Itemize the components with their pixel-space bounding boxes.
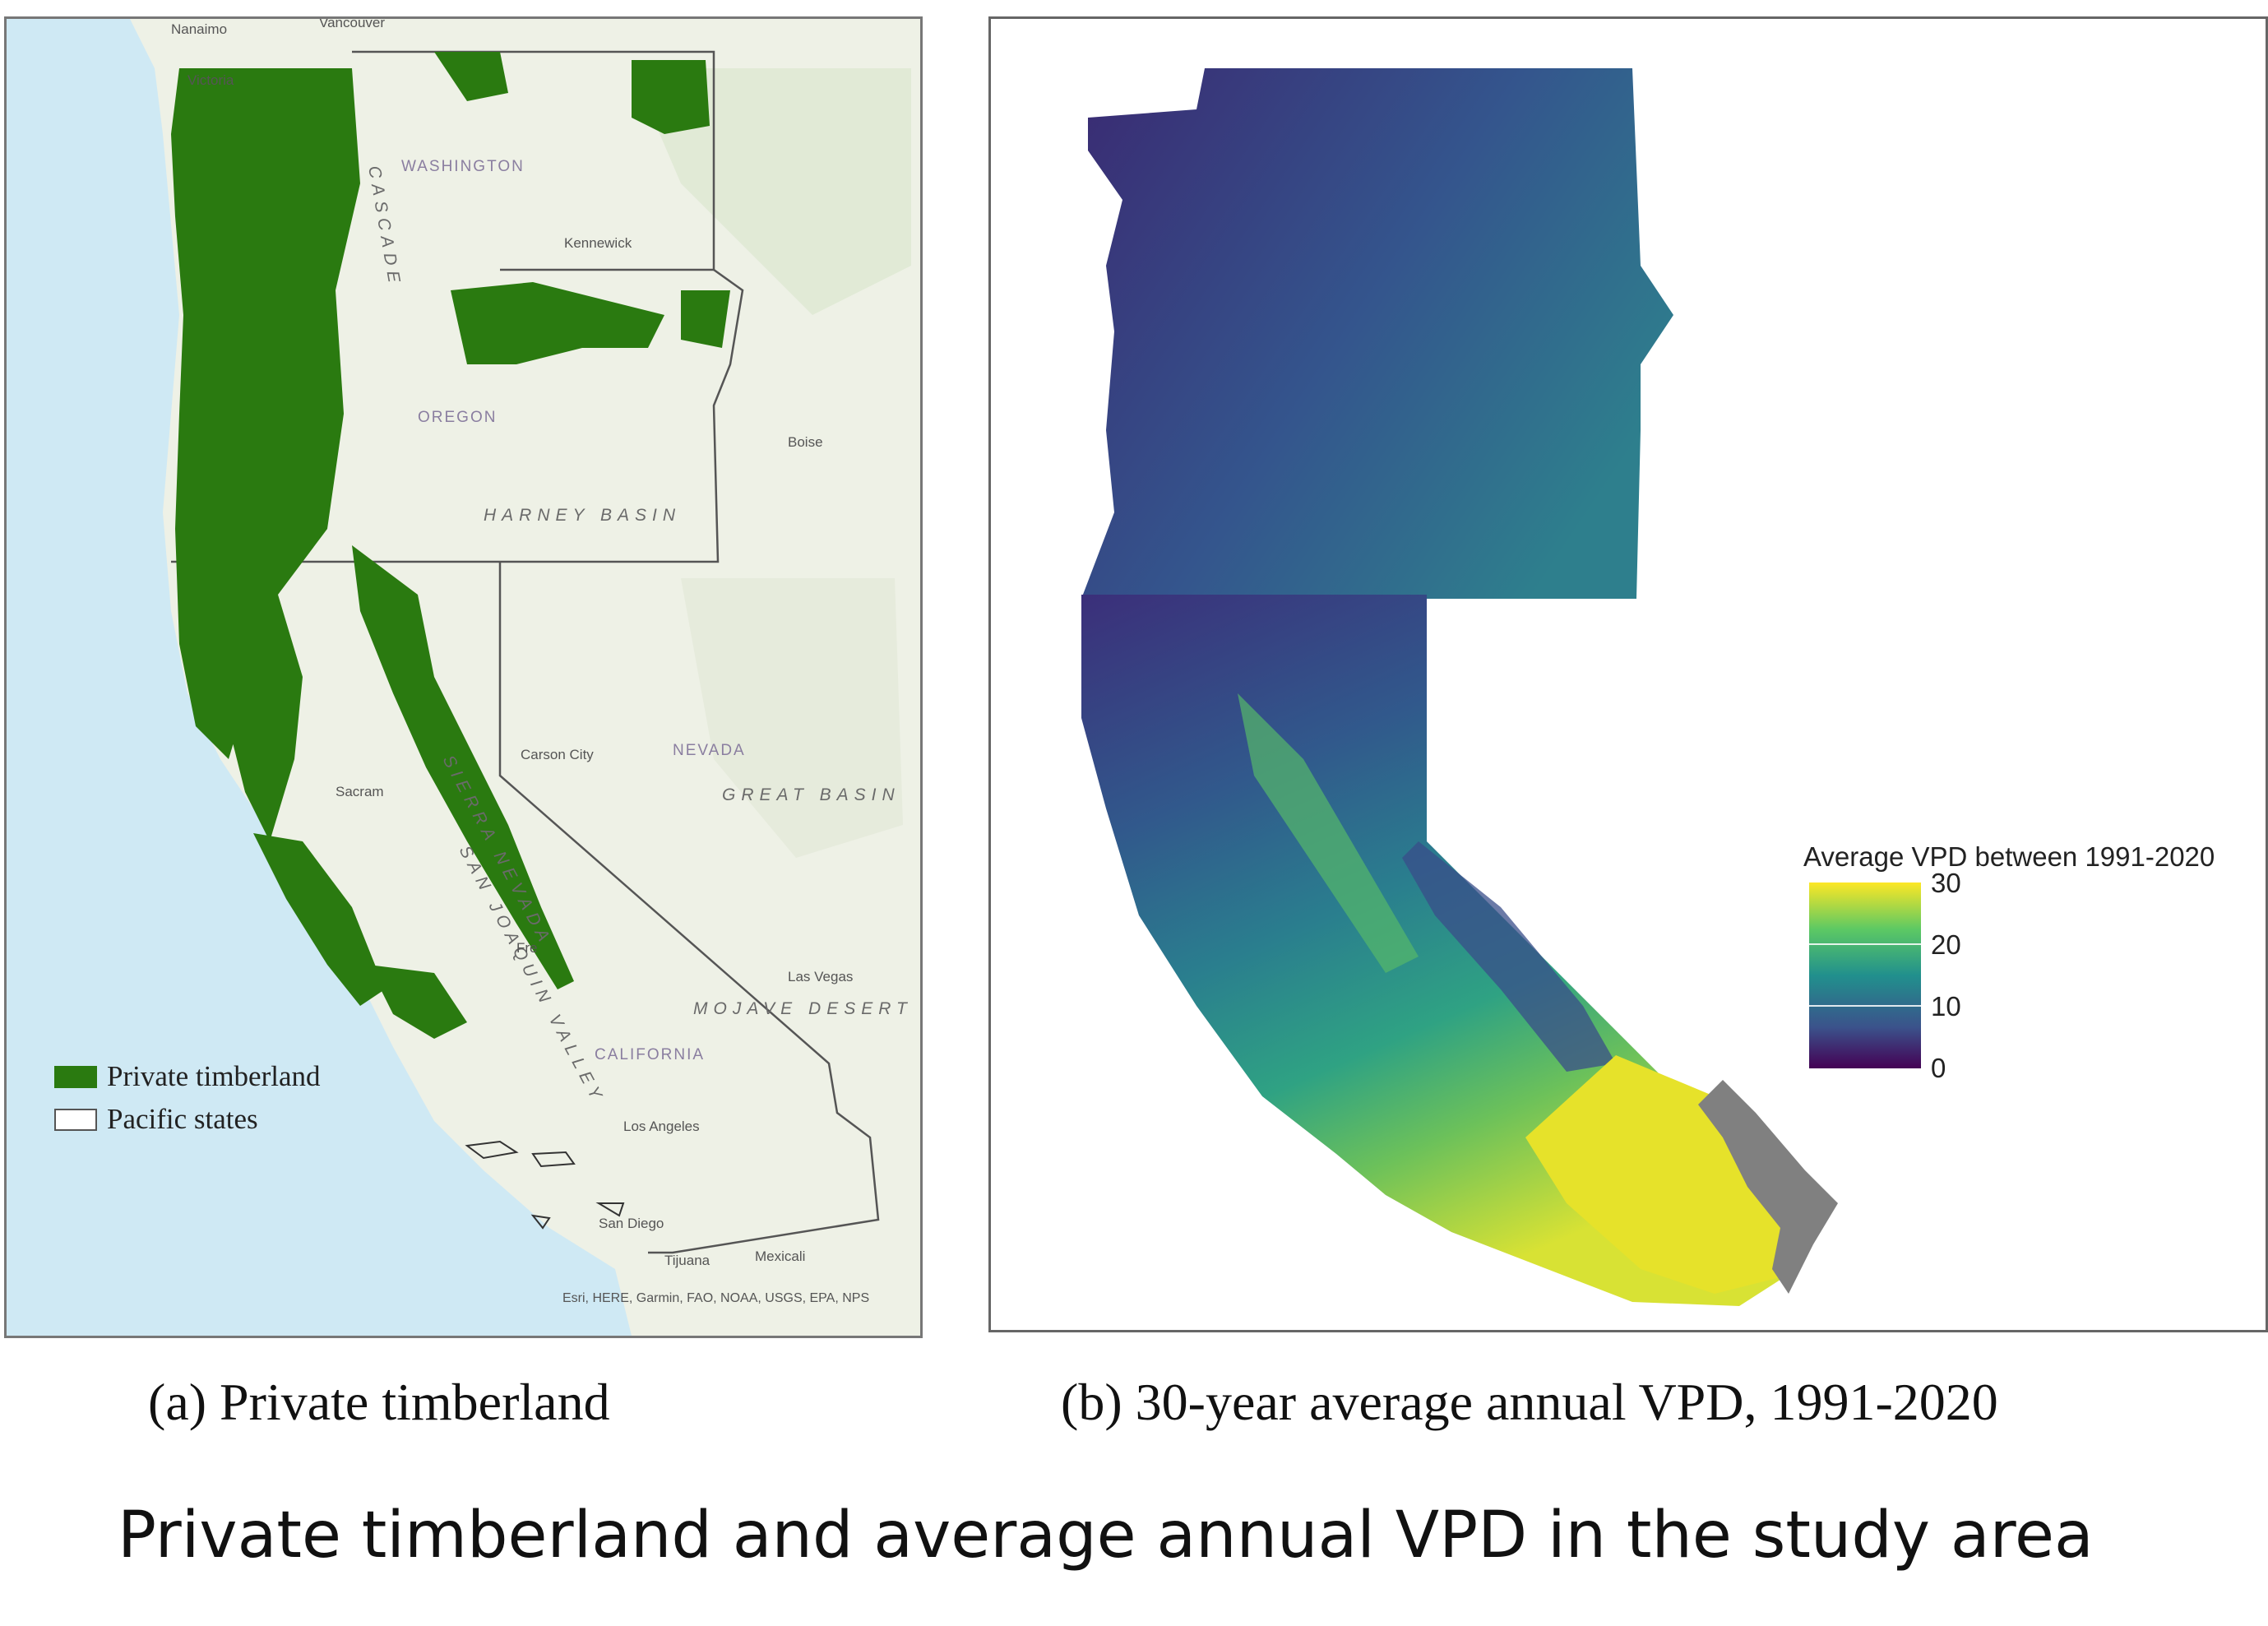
label-carson-city: Carson City (521, 747, 594, 762)
vpd-region-missing (1698, 1080, 1838, 1294)
figure-title: Private timberland and average annual VP… (118, 1499, 2094, 1573)
colorbar-label-30: 30 (1931, 868, 1961, 898)
colorbar-label-0: 0 (1931, 1053, 1946, 1083)
islands (465, 1140, 625, 1230)
label-san-diego: San Diego (599, 1216, 664, 1231)
timberland-legend: Private timberland Pacific states (54, 1055, 321, 1141)
label-harney-basin: HARNEY BASIN (484, 506, 681, 525)
label-boise: Boise (788, 434, 823, 450)
label-fresno: Fre (516, 940, 538, 956)
legend-item-timberland: Private timberland (54, 1055, 321, 1098)
colorbar-label-10: 10 (1931, 991, 1961, 1021)
vpd-region-valley (1238, 693, 1419, 973)
label-victoria: Victoria (187, 72, 234, 88)
vpd-legend-title: Average VPD between 1991-2020 (1803, 841, 2215, 872)
label-vancouver: Vancouver (319, 19, 385, 30)
vpd-region-desert-hot (1525, 1055, 1805, 1294)
pacific-states-outline (171, 50, 880, 1254)
timberland-map: Nanaimo Vancouver Victoria WASHINGTON Ke… (7, 19, 920, 1336)
vpd-region-north (1081, 68, 1673, 599)
map-attribution: Esri, HERE, Garmin, FAO, NOAA, USGS, EPA… (562, 1291, 870, 1305)
colorbar-tick-20 (1809, 943, 1921, 945)
label-mexicali: Mexicali (755, 1248, 805, 1264)
caption-panel-a: (a) Private timberland (148, 1373, 610, 1431)
legend-item-pacific-states: Pacific states (54, 1098, 321, 1141)
label-washington: WASHINGTON (401, 158, 525, 175)
label-los-angeles: Los Angeles (623, 1119, 700, 1134)
label-nanaimo: Nanaimo (171, 21, 227, 37)
label-sacramento: Sacram (336, 784, 384, 799)
terrain-shading-2 (681, 578, 903, 858)
legend-label-pacific-states: Pacific states (107, 1103, 258, 1135)
vpd-colorbar (1809, 882, 1921, 1068)
vpd-legend: Average VPD between 1991-2020 30 20 10 0 (1803, 841, 2264, 1083)
label-tijuana: Tijuana (664, 1253, 710, 1268)
timberland-map-panel: Nanaimo Vancouver Victoria WASHINGTON Ke… (4, 16, 923, 1338)
vpd-map (1081, 68, 1838, 1306)
pacific-states-swatch (54, 1108, 97, 1131)
label-nevada: NEVADA (673, 742, 746, 759)
label-california: CALIFORNIA (595, 1046, 705, 1063)
timberland-swatch (54, 1065, 97, 1088)
colorbar-label-20: 20 (1931, 929, 1961, 960)
terrain-shading (632, 68, 911, 315)
label-kennewick: Kennewick (564, 235, 632, 251)
label-oregon: OREGON (418, 409, 497, 426)
legend-label-timberland: Private timberland (107, 1060, 321, 1092)
label-great-basin: GREAT BASIN (722, 785, 900, 804)
colorbar-tick-10 (1809, 1005, 1921, 1007)
vpd-region-sierra (1402, 841, 1616, 1072)
timberland-patches (171, 52, 730, 1039)
caption-panel-b: (b) 30-year average annual VPD, 1991-202… (1061, 1373, 1998, 1431)
label-mojave-desert: MOJAVE DESERT (693, 999, 913, 1018)
vpd-map-panel: Average VPD between 1991-2020 30 20 10 0 (988, 16, 2268, 1332)
label-las-vegas: Las Vegas (788, 969, 853, 984)
